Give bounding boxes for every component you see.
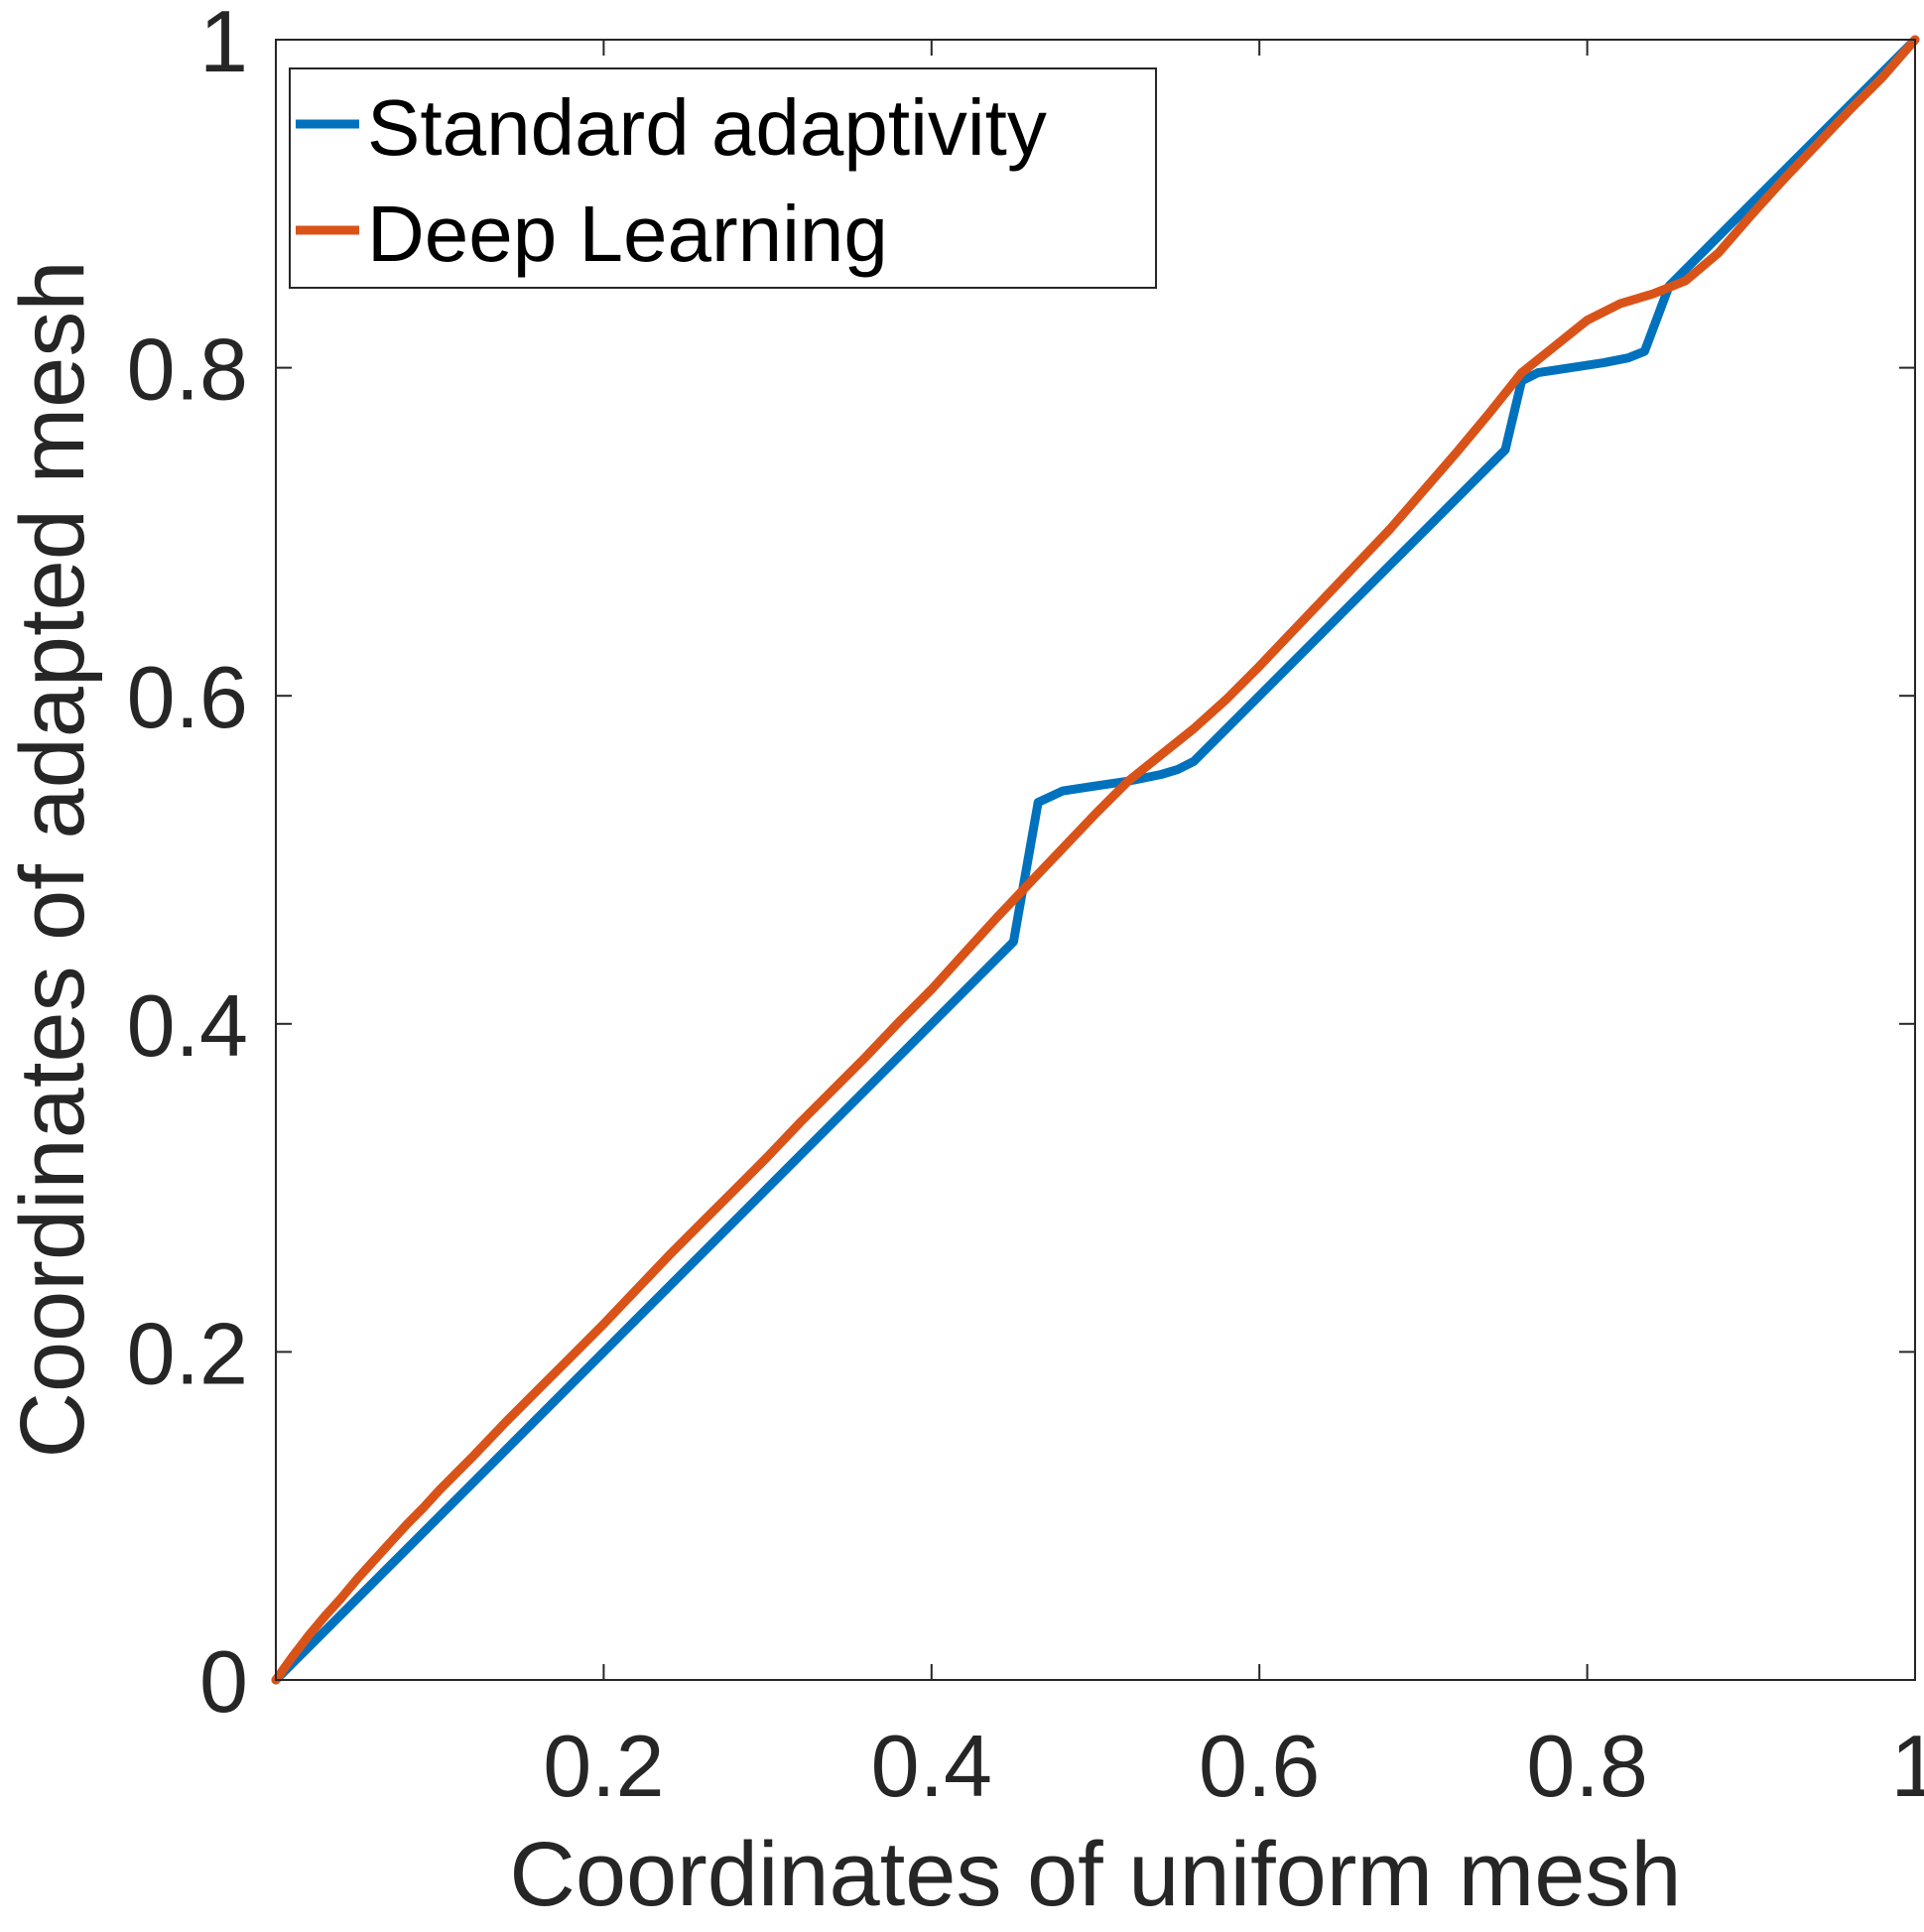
series-line-deep-learning — [271, 35, 1920, 1685]
x-axis-label: Coordinates of uniform mesh — [509, 1824, 1681, 1925]
legend-box — [289, 67, 1157, 289]
plot-frame — [275, 39, 1916, 1681]
x-tick-label: 1 — [1891, 1717, 1924, 1815]
legend: Standard adaptivity Deep Learning — [289, 67, 1157, 289]
y-axis-label: Coordinates of adapted mesh — [2, 260, 103, 1458]
x-tick-label: 0.8 — [1526, 1717, 1647, 1815]
legend-label-deep-learning: Deep Learning — [367, 190, 888, 278]
y-tick-label: 0.8 — [127, 321, 248, 419]
y-tick-label: 0.6 — [127, 648, 248, 746]
y-axis-ticks: 0 0.2 0.4 0.6 0.8 1 — [127, 0, 1915, 1731]
y-tick-label: 0.2 — [127, 1304, 248, 1402]
y-tick-label: 0.4 — [127, 976, 248, 1075]
x-axis-ticks: 0.2 0.4 0.6 0.8 1 — [543, 40, 1924, 1815]
legend-label-standard-adaptivity: Standard adaptivity — [367, 83, 1047, 172]
y-tick-label: 1 — [199, 0, 248, 90]
series-line-standard-adaptivity — [271, 35, 1920, 1685]
x-tick-label: 0.2 — [543, 1717, 664, 1815]
x-tick-label: 0.6 — [1199, 1717, 1320, 1815]
x-tick-label: 0.4 — [871, 1717, 992, 1815]
series-layer — [271, 35, 1920, 1685]
y-tick-label: 0 — [199, 1632, 248, 1731]
